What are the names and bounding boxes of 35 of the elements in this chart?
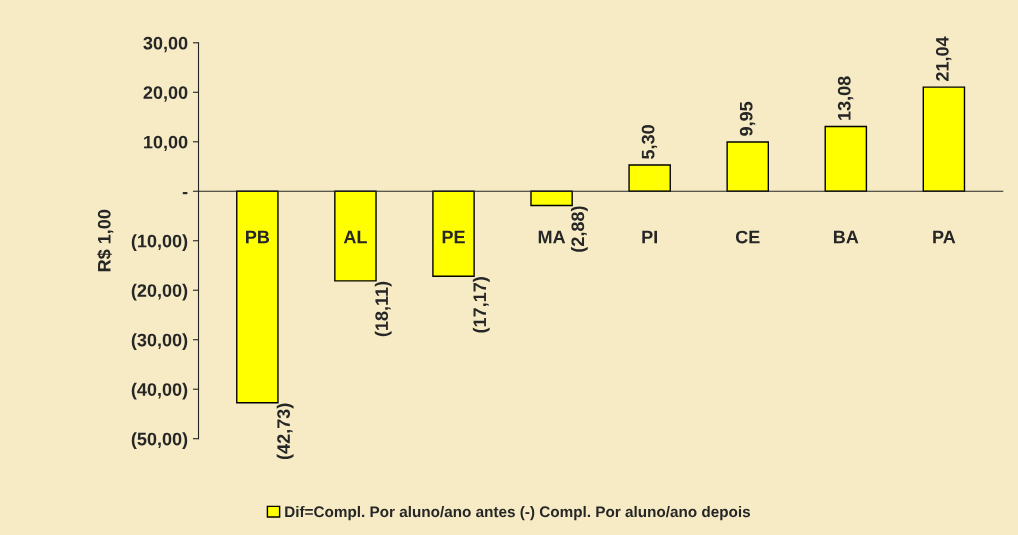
bar — [726, 141, 770, 192]
bar — [432, 190, 475, 277]
bar — [628, 164, 671, 192]
x-tick-label: AL — [343, 230, 367, 244]
data-label: (42,73) — [276, 403, 294, 460]
y-tick-label: (50,00) — [131, 432, 188, 449]
x-tick-label: PB — [246, 230, 270, 244]
y-tick-label: (30,00) — [131, 333, 188, 351]
data-label: (17,17) — [472, 277, 490, 333]
data-label: (2,88) — [570, 206, 588, 252]
data-label: 21,04 — [935, 36, 952, 81]
y-tick-label: 10,00 — [144, 135, 188, 152]
data-label: 13,08 — [837, 76, 854, 120]
y-tick-label: (20,00) — [131, 283, 188, 301]
data-label: (18,11) — [374, 281, 392, 337]
x-tick-label: MA — [538, 230, 566, 244]
x-tick-label: PI — [642, 230, 657, 244]
data-label: 9,95 — [739, 101, 756, 136]
data-label: 5,30 — [641, 125, 658, 159]
legend-label: Dif=Compl. Por aluno/ano antes (-) Compl. Por aluno/ano depois — [285, 505, 750, 521]
y-axis-title: R$ 1,00 — [97, 209, 114, 272]
y-tick-label: 30,00 — [143, 36, 188, 53]
x-tick-label: PA — [933, 230, 956, 244]
bar — [334, 190, 377, 282]
bar — [530, 190, 573, 207]
x-tick-label: CE — [735, 230, 760, 244]
y-tick-label: (40,00) — [131, 382, 188, 400]
y-tick-label: (10,00) — [131, 234, 188, 252]
bar — [236, 190, 279, 404]
x-tick-label: BA — [833, 230, 859, 244]
bar — [922, 86, 966, 192]
y-tick-label: - — [182, 192, 188, 195]
bar — [824, 125, 868, 192]
x-tick-label: PE — [442, 230, 465, 244]
y-tick-label: 20,00 — [143, 86, 188, 102]
